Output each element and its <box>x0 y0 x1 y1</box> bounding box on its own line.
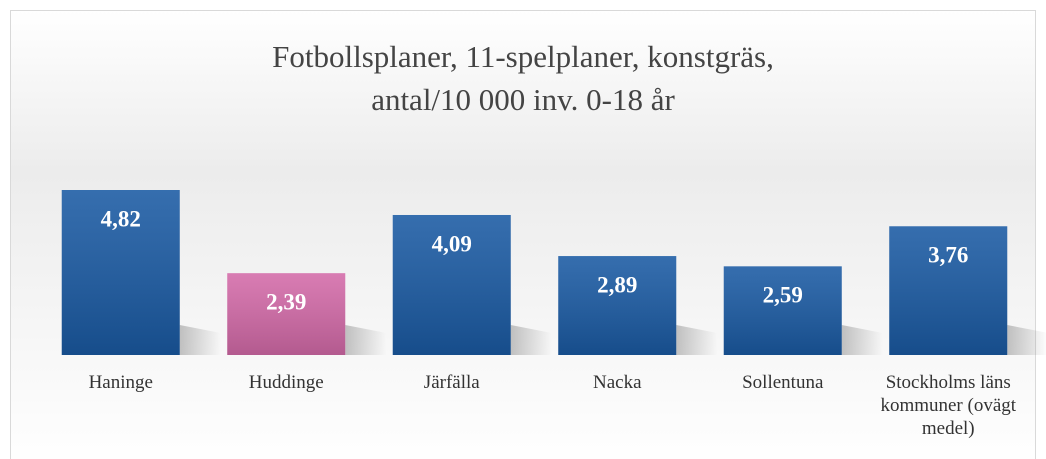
x-tick-label: Haninge <box>88 372 153 393</box>
chart-title: Fotbollsplaner, 11-spelplaner, konstgräs… <box>272 39 774 74</box>
bar-shade <box>558 256 677 355</box>
bar-shade <box>392 214 511 355</box>
chart-frame <box>10 10 1036 459</box>
chart-title: antal/10 000 inv. 0-18 år <box>371 82 675 117</box>
bar-shade <box>227 273 346 355</box>
value-label: 4,09 <box>432 231 472 256</box>
bar-shadow <box>676 325 718 355</box>
bar-shadow <box>510 325 552 355</box>
bar-shade <box>61 190 180 355</box>
x-tick-label: Sollentuna <box>742 372 824 393</box>
value-label: 2,59 <box>763 283 803 308</box>
x-tick-label: Huddinge <box>248 372 324 393</box>
bar-shade <box>723 266 842 355</box>
value-label: 2,89 <box>597 272 637 297</box>
bar-shadow <box>841 325 883 355</box>
bar-shadow <box>1007 325 1046 355</box>
value-label: 3,76 <box>928 243 968 268</box>
bar-shadow <box>345 325 387 355</box>
x-tick-label: Nacka <box>592 372 642 393</box>
x-tick-label: Järfälla <box>423 372 480 393</box>
bar-shadow <box>179 325 221 355</box>
value-label: 2,39 <box>266 289 306 314</box>
value-label: 4,82 <box>101 206 141 231</box>
bar-shade <box>889 226 1008 355</box>
x-tick-label: Stockholms läns kommuner (ovägt medel) <box>880 372 1017 439</box>
